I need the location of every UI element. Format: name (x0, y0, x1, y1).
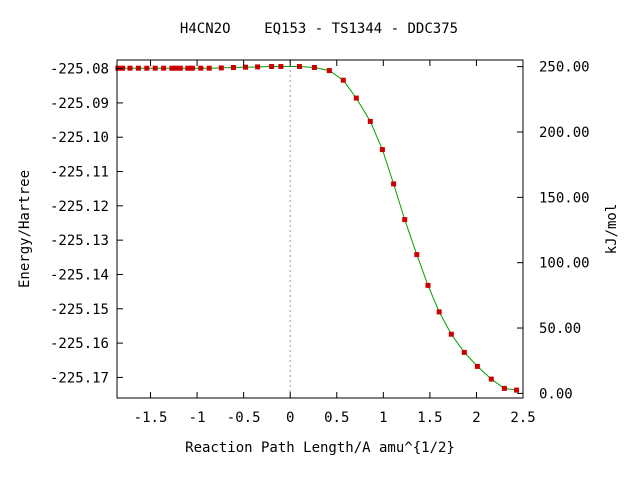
data-point (488, 376, 494, 382)
y-axis-left: -225.08 -225.09 -225.10 -225.11 -225.12 -225.… (50, 62, 123, 386)
data-point (514, 387, 519, 393)
data-point (367, 118, 373, 124)
data-point (461, 349, 467, 355)
y-axis-label: Energy/Hartree (17, 170, 33, 288)
data-point (169, 65, 175, 71)
y2-tick-label: 150.00 (539, 190, 590, 206)
y-tick-label: -225.09 (50, 96, 109, 112)
series-line (117, 66, 517, 391)
data-point (161, 65, 167, 71)
data-point (436, 309, 442, 315)
data-point (243, 64, 248, 70)
y2-tick-label: 200.00 (539, 125, 590, 141)
data-point (297, 64, 302, 69)
x-tick-label: 1 (379, 410, 387, 426)
y2-axis-label: kJ/mol (604, 204, 620, 255)
data-point (353, 95, 359, 101)
x-tick-label: 2.5 (510, 410, 535, 426)
data-point (218, 65, 224, 71)
data-point (448, 331, 454, 337)
data-point (474, 363, 480, 369)
data-point (414, 252, 420, 258)
y-tick-label: -225.16 (50, 336, 109, 352)
data-point (152, 65, 158, 71)
data-point (230, 65, 236, 70)
y-tick-label: -225.17 (50, 370, 109, 386)
data-point (206, 65, 212, 71)
data-point (127, 65, 133, 71)
y-tick-label: -225.15 (50, 302, 109, 318)
y-tick-label: -225.08 (50, 62, 109, 78)
x-tick-label: 0.5 (324, 410, 349, 426)
data-point (501, 385, 507, 391)
plot-frame (116, 59, 524, 399)
data-point (185, 65, 191, 71)
data-point (173, 65, 179, 71)
x-axis: -1.5 -1 -0.5 0 0.5 1 1.5 2 2.5 (134, 60, 536, 426)
data-point (269, 64, 275, 69)
data-point (255, 64, 261, 70)
y-tick-label: -225.14 (50, 267, 109, 283)
data-point (379, 147, 385, 153)
data-point (340, 77, 346, 83)
data-point (402, 217, 408, 223)
x-tick-label: 1.5 (417, 410, 442, 426)
y2-tick-label: 50.00 (539, 321, 581, 337)
x-tick-label: -1.5 (134, 410, 168, 426)
y-tick-label: -225.10 (50, 130, 109, 146)
data-point (326, 68, 332, 74)
y2-tick-label: 100.00 (539, 256, 590, 272)
data-point (311, 65, 317, 70)
y-tick-label: -225.12 (50, 199, 109, 215)
data-point (135, 65, 141, 71)
x-tick-label: 0 (286, 410, 294, 426)
data-point (425, 282, 431, 288)
chart-title: H4CN2O EQ153 - TS1344 - DDC375 (180, 21, 458, 37)
x-tick-label: -1 (189, 410, 206, 426)
x-tick-label: 2 (472, 410, 480, 426)
series-layer (115, 64, 519, 393)
x-tick-label: -0.5 (227, 410, 261, 426)
data-point (198, 65, 204, 71)
data-point (177, 65, 183, 71)
y2-tick-label: 0.00 (539, 386, 573, 402)
data-point (391, 181, 397, 187)
data-point (189, 65, 195, 71)
y-axis-right: 0.00 50.00 100.00 150.00 200.00 250.00 (517, 60, 590, 402)
y-tick-label: -225.13 (50, 233, 109, 249)
y2-tick-label: 250.00 (539, 60, 590, 76)
data-point (278, 64, 284, 69)
data-point (144, 65, 150, 71)
x-axis-label: Reaction Path Length/A amu^{1/2} (185, 440, 455, 456)
y-tick-label: -225.11 (50, 165, 109, 181)
